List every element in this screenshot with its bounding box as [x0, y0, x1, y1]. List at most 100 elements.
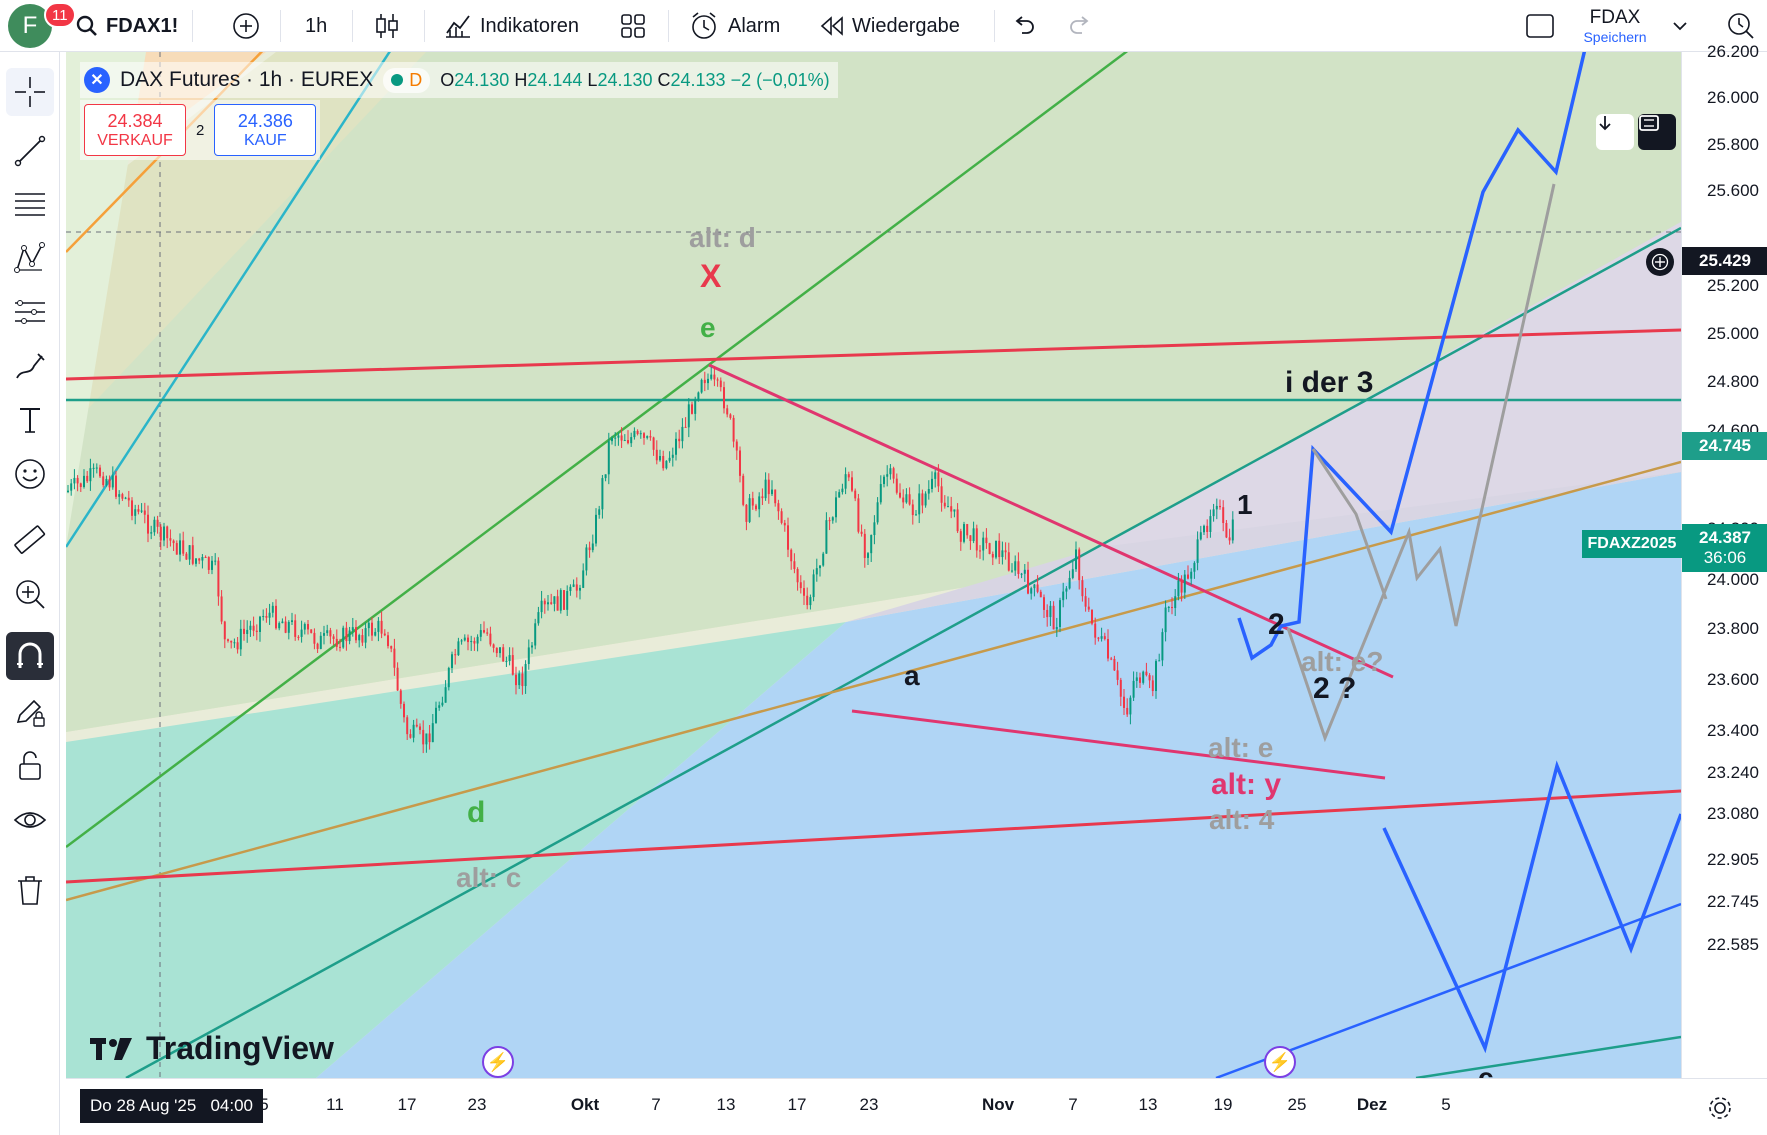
- candle-body: [300, 629, 303, 637]
- undo-button[interactable]: [1012, 8, 1036, 44]
- candle-body: [1110, 658, 1113, 660]
- chart-canvas[interactable]: [66, 52, 1681, 1078]
- replay-button[interactable]: Wiedergabe: [820, 8, 960, 44]
- market-open-dot-icon: [391, 74, 404, 86]
- price-tick-label: 25.000: [1707, 324, 1759, 343]
- candle-body: [1193, 562, 1196, 572]
- zoom-tool[interactable]: [6, 570, 54, 618]
- candle-body: [233, 642, 236, 644]
- candle-body: [543, 600, 546, 605]
- symbol-search-button[interactable]: FDAX1!: [76, 8, 178, 44]
- compare-symbol-button[interactable]: [232, 8, 260, 44]
- candle-body: [159, 526, 162, 541]
- candle-body: [1219, 505, 1221, 508]
- buy-button[interactable]: 24.386 KAUF: [214, 104, 317, 156]
- candle-body: [972, 528, 975, 542]
- candle-body: [134, 509, 137, 516]
- measure-tool[interactable]: [6, 516, 54, 564]
- brush-tool[interactable]: [6, 342, 54, 390]
- candle-body: [1027, 569, 1029, 594]
- candle-body: [1228, 537, 1231, 541]
- candle-body: [310, 629, 313, 633]
- candle-body: [595, 514, 597, 544]
- candle-body: [966, 524, 969, 536]
- candle-body: [1225, 523, 1228, 538]
- quick-search-button[interactable]: [1726, 8, 1756, 44]
- candle-body: [431, 723, 434, 743]
- prediction-tool[interactable]: [6, 288, 54, 336]
- pattern-tool[interactable]: [6, 234, 54, 282]
- redo-button[interactable]: [1068, 8, 1092, 44]
- candle-body: [694, 399, 697, 414]
- pink-triangle-upper: [708, 363, 1394, 679]
- interval-button[interactable]: 1h: [305, 8, 327, 44]
- candle-body: [121, 494, 124, 499]
- sell-button[interactable]: 24.384 VERKAUF: [84, 104, 186, 156]
- event-bolt-icon[interactable]: ⚡: [1264, 1046, 1296, 1078]
- candle-body: [627, 440, 629, 444]
- templates-button[interactable]: [620, 8, 646, 44]
- chart-settings-button[interactable]: [1703, 1091, 1737, 1125]
- candle-body: [153, 519, 156, 533]
- candle-body: [918, 493, 921, 515]
- teal-lower-line: [1415, 1035, 1681, 1078]
- candle-body: [419, 726, 421, 730]
- indicators-button[interactable]: Indikatoren: [444, 8, 579, 44]
- add-alert-plus-icon[interactable]: [1646, 248, 1674, 276]
- chart-pane[interactable]: alt: d X e i der 3 1 2 a alt: e? 2 ? alt…: [66, 52, 1681, 1078]
- label-wave-2-question: 2 ?: [1313, 672, 1357, 705]
- rewind-icon: [820, 16, 843, 36]
- scroll-to-latest-button[interactable]: [1596, 114, 1634, 150]
- candle-body: [803, 588, 805, 596]
- candle-body: [380, 620, 383, 634]
- alert-button[interactable]: Alarm: [690, 8, 780, 44]
- hide-drawings-tool[interactable]: [6, 796, 54, 844]
- candle-body: [799, 582, 802, 589]
- magnet-tool[interactable]: [6, 632, 54, 680]
- candle-body: [1100, 636, 1103, 639]
- candle-body: [1011, 570, 1013, 572]
- text-tool[interactable]: [6, 396, 54, 444]
- stay-in-drawing-mode-tool[interactable]: [6, 688, 54, 736]
- candle-body: [1119, 679, 1122, 697]
- candle-body: [201, 557, 204, 561]
- candles-icon: [376, 14, 398, 38]
- candle-body: [787, 525, 789, 550]
- event-bolt-icon[interactable]: ⚡: [482, 1046, 514, 1078]
- candle-body: [399, 690, 402, 704]
- close-symbol-icon[interactable]: ✕: [84, 67, 110, 93]
- candle-body: [828, 520, 831, 522]
- pattern-icon: [14, 242, 45, 273]
- chart-fullscreen-button[interactable]: [1638, 114, 1676, 150]
- candle-body: [367, 622, 370, 629]
- current-price-label: 24.387 36:06: [1682, 524, 1767, 572]
- layout-save-button[interactable]: FDAX Speichern: [1570, 4, 1660, 48]
- tradingview-watermark[interactable]: TradingView: [90, 1030, 334, 1067]
- fullscreen-toggle[interactable]: [1525, 8, 1555, 44]
- time-axis[interactable]: 5 11 17 23 Okt 7 13 17 23 Nov 7 13 19 25 Dez 5 Do 28 Au…: [66, 1078, 1767, 1135]
- candle-body: [1007, 552, 1010, 571]
- candle-body: [819, 565, 821, 569]
- price-axis[interactable]: 26.200 26.000 25.800 25.600 25.200 25.000 24.8…: [1646, 42, 1767, 1078]
- candle-body: [127, 497, 130, 501]
- trend-line-tool[interactable]: [6, 127, 54, 175]
- remove-drawings-tool[interactable]: [6, 866, 54, 914]
- layout-menu-button[interactable]: [1672, 8, 1688, 44]
- price-tick-label: 23.800: [1707, 619, 1759, 638]
- chart-type-button[interactable]: [374, 8, 400, 44]
- user-avatar[interactable]: F 11: [8, 2, 76, 48]
- lock-drawings-tool[interactable]: [6, 742, 54, 790]
- candle-body: [956, 509, 959, 532]
- crosshair-tool[interactable]: [6, 68, 54, 116]
- market-status-pill[interactable]: D: [383, 67, 431, 93]
- candle-body: [332, 636, 335, 639]
- candle-body: [169, 538, 172, 541]
- legend-title[interactable]: DAX Futures · 1h · EUREX: [120, 68, 374, 91]
- interval-label: 1h: [305, 14, 328, 37]
- candle-body: [303, 624, 306, 630]
- fib-tool[interactable]: [6, 180, 54, 228]
- emoji-tool[interactable]: [6, 450, 54, 498]
- candle-body: [591, 543, 594, 551]
- candle-body: [703, 379, 706, 384]
- price-tick-label: 25.200: [1707, 276, 1759, 295]
